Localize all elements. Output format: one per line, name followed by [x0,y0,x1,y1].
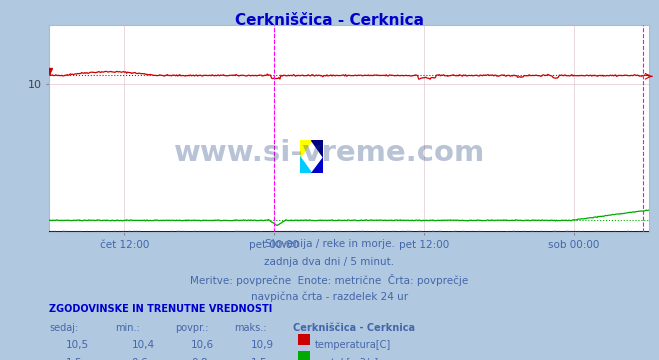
Text: Slovenija / reke in morje.: Slovenija / reke in morje. [264,239,395,249]
Text: 10,9: 10,9 [250,340,273,350]
Polygon shape [312,157,323,173]
Text: Cerkniščica - Cerknica: Cerkniščica - Cerknica [293,323,415,333]
Text: 0,6: 0,6 [132,358,148,360]
Polygon shape [312,140,323,157]
Text: navpična črta - razdelek 24 ur: navpična črta - razdelek 24 ur [251,291,408,302]
Text: povpr.:: povpr.: [175,323,208,333]
Text: 1,5: 1,5 [250,358,267,360]
Text: min.:: min.: [115,323,140,333]
Text: www.si-vreme.com: www.si-vreme.com [174,139,485,167]
Text: 10,5: 10,5 [66,340,89,350]
Text: maks.:: maks.: [234,323,266,333]
Text: 0,8: 0,8 [191,358,208,360]
Text: Cerkniščica - Cerknica: Cerkniščica - Cerknica [235,13,424,28]
Text: pretok[m3/s]: pretok[m3/s] [315,358,378,360]
Text: temperatura[C]: temperatura[C] [315,340,391,350]
Text: ZGODOVINSKE IN TRENUTNE VREDNOSTI: ZGODOVINSKE IN TRENUTNE VREDNOSTI [49,304,273,314]
Text: zadnja dva dni / 5 minut.: zadnja dva dni / 5 minut. [264,257,395,267]
Text: sedaj:: sedaj: [49,323,78,333]
Text: 10,6: 10,6 [191,340,214,350]
Polygon shape [300,140,312,157]
Polygon shape [300,157,312,173]
Text: 1,5: 1,5 [66,358,82,360]
Text: 10,4: 10,4 [132,340,155,350]
Text: Meritve: povprečne  Enote: metrične  Črta: povprečje: Meritve: povprečne Enote: metrične Črta:… [190,274,469,286]
